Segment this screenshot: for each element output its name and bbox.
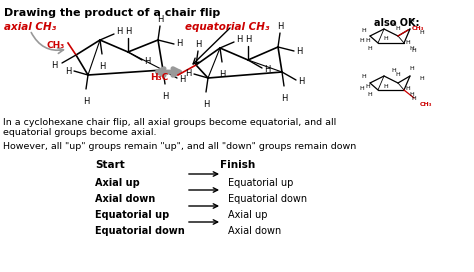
Text: H: H bbox=[219, 70, 225, 79]
Text: Axial down: Axial down bbox=[228, 226, 281, 236]
Text: axial CH₃: axial CH₃ bbox=[4, 22, 56, 32]
Text: H: H bbox=[116, 27, 122, 36]
Text: H: H bbox=[392, 69, 396, 73]
Text: H: H bbox=[365, 85, 370, 89]
Text: H: H bbox=[410, 45, 414, 51]
Text: H: H bbox=[83, 97, 89, 106]
Text: H: H bbox=[162, 92, 168, 101]
Text: equatorial groups become axial.: equatorial groups become axial. bbox=[3, 128, 156, 137]
Text: Equatorial down: Equatorial down bbox=[95, 226, 185, 236]
Text: H: H bbox=[383, 36, 388, 42]
Text: CH₃: CH₃ bbox=[412, 26, 425, 31]
Text: also OK:: also OK: bbox=[374, 18, 419, 28]
Text: H: H bbox=[236, 36, 242, 45]
Text: H: H bbox=[296, 47, 302, 55]
Text: H: H bbox=[179, 76, 185, 85]
Text: H: H bbox=[410, 66, 414, 70]
Text: H: H bbox=[99, 62, 105, 71]
Text: However, all "up" groups remain "up", and all "down" groups remain down: However, all "up" groups remain "up", an… bbox=[3, 142, 356, 151]
Text: Equatorial up: Equatorial up bbox=[95, 210, 169, 220]
Text: H: H bbox=[186, 70, 192, 79]
Text: H: H bbox=[368, 92, 373, 97]
Text: H: H bbox=[176, 39, 182, 48]
Text: H: H bbox=[281, 94, 287, 103]
Text: H: H bbox=[365, 38, 370, 42]
Text: H: H bbox=[203, 100, 209, 109]
Text: H: H bbox=[277, 22, 283, 31]
Text: H₃C: H₃C bbox=[150, 73, 168, 82]
Text: Equatorial up: Equatorial up bbox=[228, 178, 293, 188]
Text: H: H bbox=[419, 76, 424, 82]
Text: H: H bbox=[65, 66, 72, 76]
Text: Axial up: Axial up bbox=[228, 210, 267, 220]
Text: H: H bbox=[392, 21, 396, 26]
Text: H: H bbox=[383, 84, 388, 88]
Text: H: H bbox=[264, 66, 270, 75]
Text: H: H bbox=[419, 29, 424, 35]
Text: H: H bbox=[298, 78, 304, 86]
Text: H: H bbox=[406, 86, 410, 91]
Text: Axial up: Axial up bbox=[95, 178, 140, 188]
Text: H: H bbox=[245, 35, 251, 44]
Text: H: H bbox=[144, 57, 150, 66]
Text: Equatorial down: Equatorial down bbox=[228, 194, 307, 204]
Text: H: H bbox=[360, 85, 365, 91]
Text: H: H bbox=[411, 95, 416, 100]
Text: H: H bbox=[411, 48, 416, 54]
Text: CH₃: CH₃ bbox=[47, 41, 65, 50]
Text: H: H bbox=[362, 75, 366, 79]
Text: Axial down: Axial down bbox=[95, 194, 155, 204]
Text: H: H bbox=[396, 73, 401, 78]
Text: H: H bbox=[368, 45, 373, 51]
Text: H: H bbox=[362, 27, 366, 32]
Text: Finish: Finish bbox=[220, 160, 255, 170]
Text: Drawing the product of a chair flip: Drawing the product of a chair flip bbox=[4, 8, 220, 18]
Text: Start: Start bbox=[95, 160, 125, 170]
Text: H: H bbox=[410, 92, 414, 97]
Text: H: H bbox=[360, 39, 365, 44]
Text: H: H bbox=[396, 26, 401, 30]
Text: H: H bbox=[52, 60, 58, 70]
Text: H: H bbox=[195, 40, 201, 49]
Text: In a cyclohexane chair flip, all axial groups become equatorial, and all: In a cyclohexane chair flip, all axial g… bbox=[3, 118, 336, 127]
Text: CH₃: CH₃ bbox=[420, 102, 432, 107]
Text: H: H bbox=[157, 15, 163, 24]
Text: equatorial CH₃: equatorial CH₃ bbox=[185, 22, 269, 32]
Text: H: H bbox=[406, 39, 410, 45]
Text: H: H bbox=[125, 27, 131, 36]
Text: H: H bbox=[410, 18, 414, 23]
